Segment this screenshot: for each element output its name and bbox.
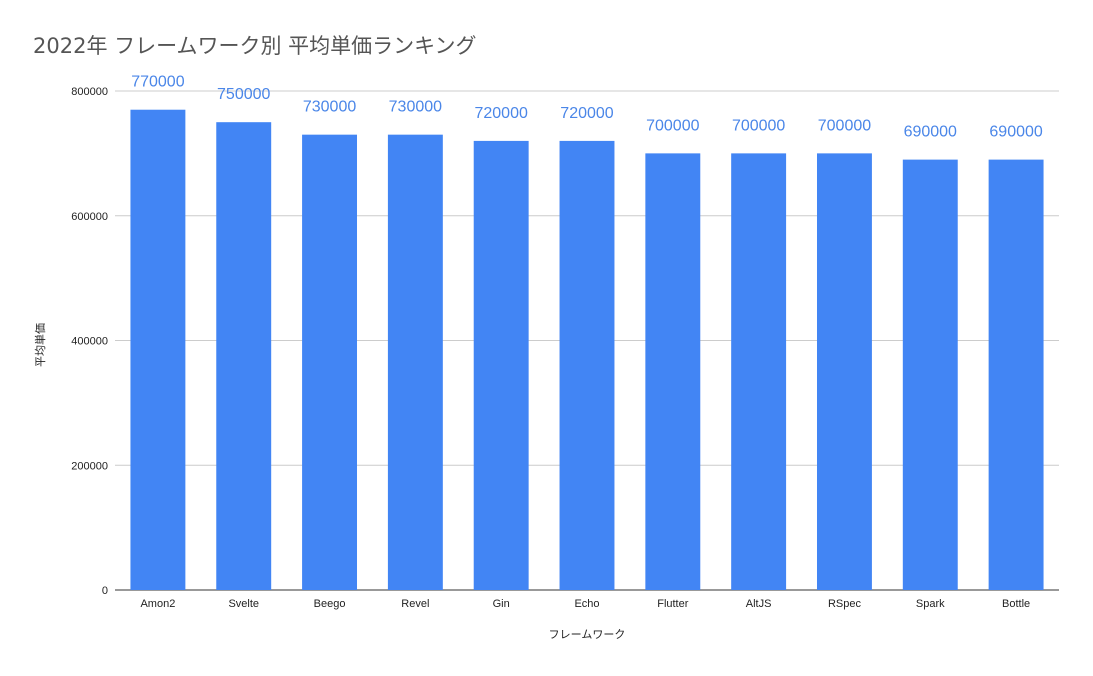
bar-beego: [302, 134, 358, 590]
data-label-altjs: 700000: [732, 117, 785, 134]
bar-spark: [902, 159, 958, 591]
y-tick-label: 600000: [71, 211, 108, 223]
data-label-beego: 730000: [303, 99, 356, 116]
bar-revel: [387, 134, 443, 590]
y-axis-title: 平均単価: [33, 323, 47, 367]
x-tick-label: Echo: [574, 598, 599, 610]
data-label-bottle: 690000: [989, 124, 1042, 141]
data-label-svelte: 750000: [217, 86, 270, 103]
data-label-spark: 690000: [904, 124, 957, 141]
bar-echo: [559, 140, 615, 590]
bar-bottle: [988, 159, 1044, 591]
x-tick-label: Amon2: [140, 598, 175, 610]
x-tick-label: Beego: [314, 598, 346, 610]
x-tick-label: AltJS: [746, 598, 772, 610]
data-label-revel: 730000: [389, 99, 442, 116]
x-tick-label: Gin: [493, 598, 510, 610]
bar-altjs: [731, 153, 787, 590]
y-tick-label: 200000: [71, 460, 108, 472]
data-label-rspec: 700000: [818, 117, 871, 134]
x-tick-label: Flutter: [657, 598, 689, 610]
y-tick-label: 0: [102, 585, 108, 597]
data-label-amon2: 770000: [131, 74, 184, 91]
x-tick-label: RSpec: [828, 598, 862, 610]
y-tick-label: 400000: [71, 336, 108, 348]
chart-title: 2022年 フレームワーク別 平均単価ランキング: [33, 34, 477, 58]
data-label-echo: 720000: [560, 105, 613, 122]
x-tick-label: Svelte: [228, 598, 259, 610]
x-tick-label: Bottle: [1002, 598, 1030, 610]
bar-flutter: [645, 153, 701, 590]
x-tick-label: Revel: [401, 598, 429, 610]
data-label-flutter: 700000: [646, 117, 699, 134]
data-label-gin: 720000: [474, 105, 527, 122]
x-tick-label: Spark: [916, 598, 945, 610]
y-tick-label: 800000: [71, 86, 108, 98]
x-axis-title: フレームワーク: [549, 628, 626, 641]
bar-gin: [473, 140, 529, 590]
bar-svelte: [216, 122, 272, 590]
bar-amon2: [130, 109, 186, 591]
bar-rspec: [816, 153, 872, 590]
